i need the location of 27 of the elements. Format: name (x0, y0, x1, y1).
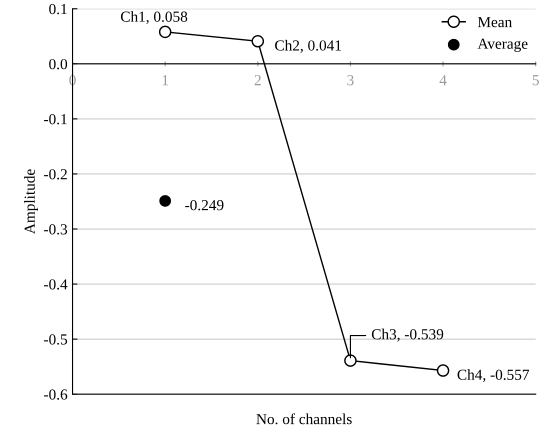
x-axis-title: No. of channels (256, 413, 352, 424)
y-tick-label: -0.1 (44, 114, 67, 124)
y-tick-label: 0.1 (49, 4, 67, 14)
annotation: Ch3, -0.539 (372, 328, 444, 342)
annotation: -0.249 (185, 200, 224, 210)
x-tick-label: 5 (532, 75, 539, 86)
x-tick-label: 4 (440, 75, 447, 86)
y-axis-title: Amplitude (24, 169, 38, 234)
y-tick-label: -0.2 (44, 169, 67, 180)
annotation: Ch4, -0.557 (458, 369, 530, 382)
x-tick-label: 2 (254, 75, 261, 86)
point (252, 34, 264, 48)
y-tick-label: -0.4 (44, 279, 68, 290)
point (158, 26, 172, 38)
y-tick-label: -0.5 (44, 334, 68, 345)
legend-label: Average (478, 38, 528, 52)
point (344, 354, 357, 367)
annotation: Ch2, 0.041 (275, 40, 342, 53)
y-tick-label: -0.6 (44, 389, 68, 400)
x-tick-label: 3 (347, 75, 354, 86)
point (436, 364, 450, 377)
point (159, 195, 172, 207)
y-tick-label: -0.3 (44, 224, 68, 235)
legend-label: Mean (478, 17, 512, 28)
x-tick-label: 1 (162, 75, 168, 86)
y-tick-label: 0.0 (49, 58, 68, 70)
annotation: Ch1, 0.058 (120, 11, 188, 24)
